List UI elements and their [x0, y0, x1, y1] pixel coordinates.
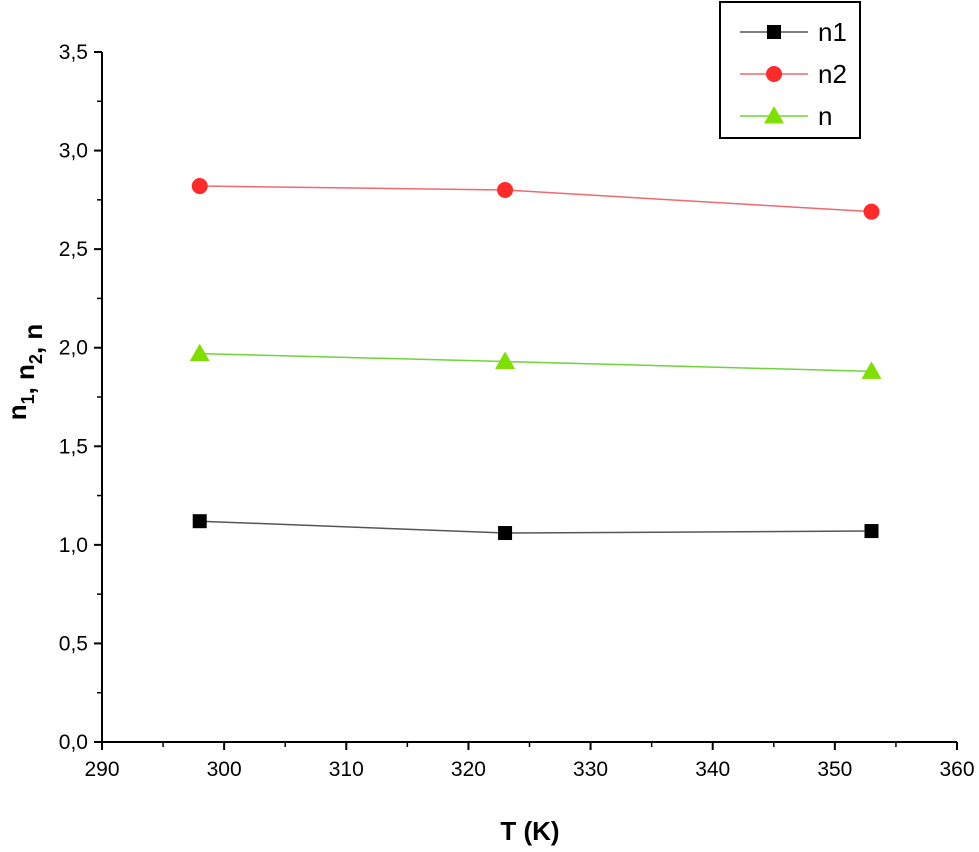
data-point-n [861, 361, 882, 379]
legend: n1 n2 n [719, 1, 861, 139]
y-tick-label: 0,0 [59, 731, 88, 754]
x-tick-label: 330 [573, 758, 608, 781]
series-layer [189, 178, 882, 541]
series-n2 [191, 178, 880, 220]
y-tick-label: 1,0 [59, 534, 88, 557]
x-tick-label: 320 [451, 758, 486, 781]
x-axis-title: T (K) [500, 816, 559, 846]
y-tick-label: 3,0 [59, 140, 88, 163]
x-tick-label: 350 [817, 758, 852, 781]
legend-label: n [818, 101, 832, 131]
x-axis-ticks: 290 300 310 320 330 340 350 360 [84, 742, 975, 781]
data-point-n [495, 351, 516, 370]
y-axis-title: n1, n2, n [2, 324, 48, 421]
plot-frame [101, 52, 957, 743]
legend-marker [764, 106, 784, 124]
data-point-n1 [864, 524, 879, 539]
y-tick-label: 2,0 [59, 337, 88, 360]
legend-label: n1 [818, 17, 847, 47]
y-axis-ticks: 0,0 0,5 1,0 1,5 2,0 2,5 3,0 3,5 [59, 41, 102, 754]
y-tick-label: 2,5 [59, 238, 88, 261]
x-tick-label: 300 [207, 758, 242, 781]
x-tick-label: 340 [695, 758, 730, 781]
series-line-n2 [199, 185, 872, 213]
y-tick-label: 3,5 [59, 41, 88, 64]
x-tick-label: 290 [84, 758, 119, 781]
data-point-n2 [863, 203, 880, 220]
series-line-n1 [199, 520, 872, 534]
data-point-n1 [192, 514, 207, 529]
legend-entry-n: n [740, 101, 832, 131]
y-axis-title-text: n1, n2, n [2, 324, 48, 421]
data-point-n [189, 343, 210, 362]
legend-marker [767, 25, 781, 39]
legend-label: n2 [818, 59, 847, 89]
series-n [189, 343, 882, 379]
legend-entry-n1: n1 [740, 17, 847, 47]
series-n1 [192, 514, 879, 541]
y-tick-label: 1,5 [59, 435, 88, 458]
legend-entry-n2: n2 [740, 59, 847, 89]
series-line-n [199, 352, 872, 373]
data-point-n2 [497, 182, 514, 198]
y-tick-label: 0,5 [59, 632, 88, 655]
legend-marker [766, 66, 782, 82]
x-tick-label: 310 [329, 758, 364, 781]
x-tick-label: 360 [939, 758, 974, 781]
data-point-n2 [191, 178, 208, 195]
data-point-n1 [498, 526, 513, 541]
